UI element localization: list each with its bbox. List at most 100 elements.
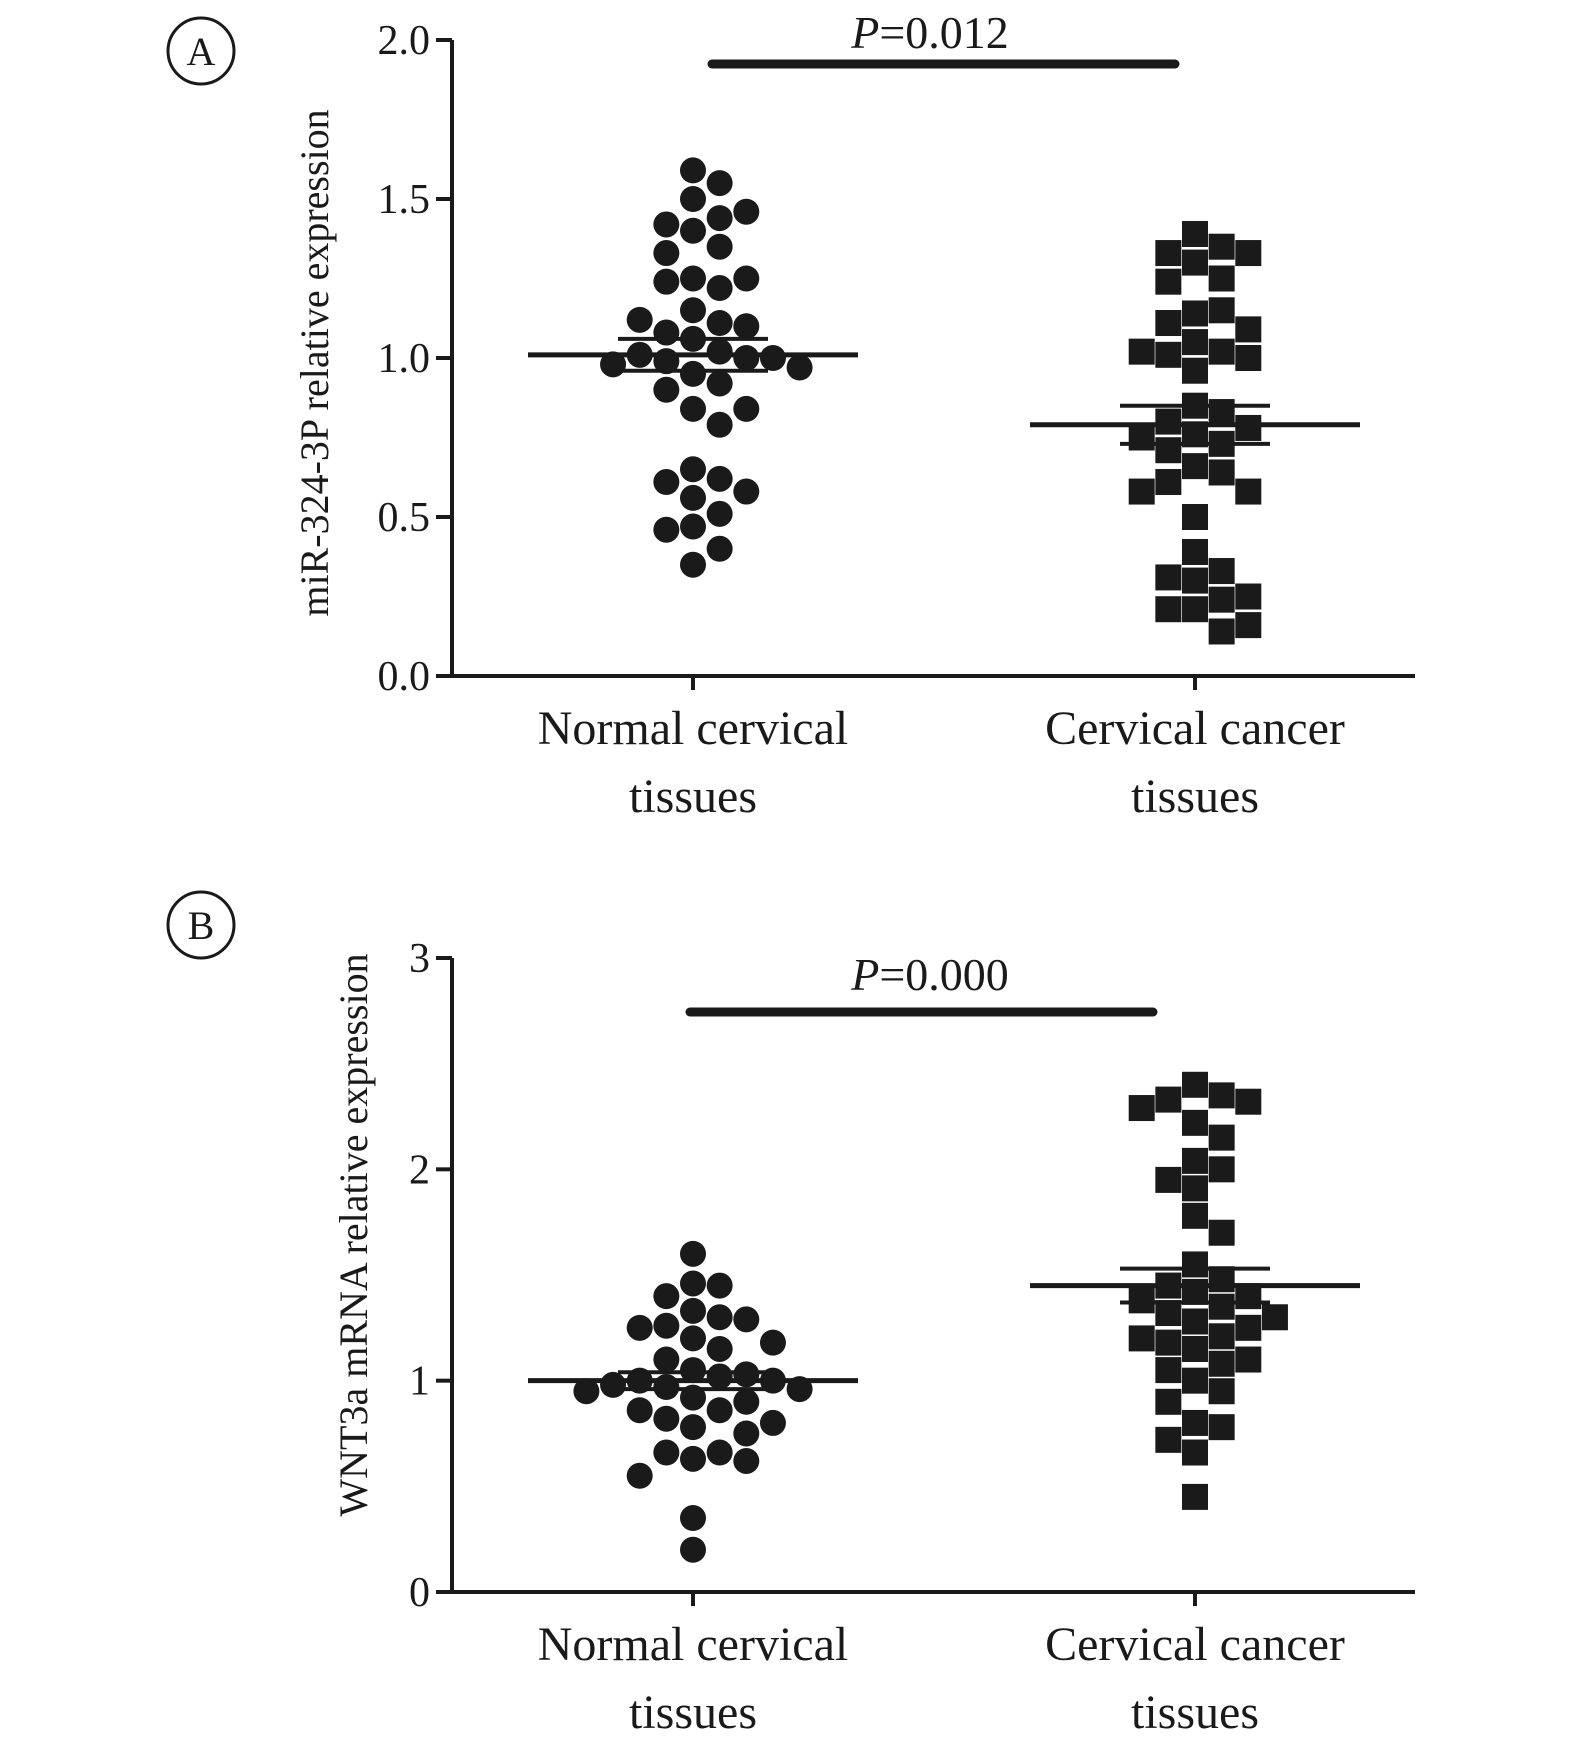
data-point bbox=[733, 345, 760, 371]
data-point bbox=[680, 1325, 706, 1352]
data-point bbox=[573, 1378, 600, 1405]
data-point bbox=[1155, 1329, 1182, 1356]
data-point bbox=[733, 395, 760, 422]
data-point bbox=[1208, 233, 1235, 260]
data-point bbox=[1182, 538, 1208, 565]
data-point bbox=[1182, 1335, 1208, 1362]
x-category-label-line2: tissues bbox=[629, 1686, 757, 1739]
data-point bbox=[1155, 240, 1182, 267]
p-value-symbol: P bbox=[850, 7, 879, 58]
data-point bbox=[680, 513, 706, 540]
data-point bbox=[706, 411, 733, 438]
data-point bbox=[1208, 1219, 1235, 1246]
data-point bbox=[733, 1361, 760, 1388]
data-point bbox=[733, 1447, 760, 1474]
data-point bbox=[626, 1462, 653, 1489]
data-point bbox=[653, 1439, 680, 1466]
data-point bbox=[653, 1312, 680, 1339]
data-point bbox=[680, 484, 706, 511]
panel-letter-circle bbox=[166, 890, 236, 960]
y-axis-label: miR-324-3P relative expression bbox=[292, 109, 337, 616]
data-point bbox=[1235, 414, 1262, 441]
data-point bbox=[1182, 453, 1208, 480]
data-point bbox=[1208, 1378, 1235, 1405]
data-point bbox=[759, 1409, 786, 1436]
data-point bbox=[706, 500, 733, 527]
panel-b: B WNT3a mRNA relative expression P=0.000… bbox=[166, 890, 1415, 1739]
data-point bbox=[653, 211, 680, 238]
data-point bbox=[706, 465, 733, 492]
data-point bbox=[759, 1329, 786, 1356]
data-point bbox=[653, 319, 680, 346]
data-point bbox=[1208, 1124, 1235, 1151]
data-point bbox=[680, 456, 706, 483]
data-point bbox=[1208, 586, 1235, 613]
p-value-label: P=0.000 bbox=[850, 949, 1009, 1000]
x-ticks bbox=[691, 676, 1197, 690]
data-point bbox=[1182, 1109, 1208, 1136]
y-tick-label: 0.0 bbox=[378, 654, 431, 700]
data-point bbox=[680, 1240, 706, 1267]
panel-letter: A bbox=[187, 29, 216, 74]
data-point bbox=[680, 395, 706, 422]
data-point bbox=[706, 1397, 733, 1424]
data-point bbox=[1182, 596, 1208, 623]
p-value-number: =0.012 bbox=[879, 7, 1008, 58]
x-category-label-line2: tissues bbox=[629, 770, 757, 823]
data-point bbox=[706, 1363, 733, 1390]
panel-letter-circle bbox=[166, 16, 236, 86]
x-category-1: Cervical cancer tissues bbox=[1045, 1618, 1345, 1739]
data-point bbox=[1235, 240, 1262, 267]
y-tick-label: 2 bbox=[409, 1147, 430, 1193]
data-point bbox=[706, 1335, 733, 1362]
y-tick-label: 1.5 bbox=[378, 177, 431, 223]
data-point bbox=[706, 1304, 733, 1331]
x-category-label-line1: Normal cervical bbox=[538, 1618, 849, 1671]
data-point bbox=[1208, 1293, 1235, 1320]
data-point bbox=[1208, 618, 1235, 645]
data-point bbox=[706, 310, 733, 337]
data-point bbox=[1155, 469, 1182, 496]
data-point bbox=[1182, 1071, 1208, 1098]
p-value-label: P=0.012 bbox=[850, 7, 1009, 58]
data-point bbox=[1235, 345, 1262, 371]
data-point bbox=[1208, 265, 1235, 292]
data-point bbox=[680, 1270, 706, 1297]
data-point bbox=[733, 1388, 760, 1415]
y-tick-label: 3 bbox=[409, 936, 430, 982]
y-ticks: 0 1 2 3 bbox=[409, 936, 452, 1616]
data-point bbox=[653, 469, 680, 496]
data-point bbox=[1208, 1350, 1235, 1377]
x-category-0: Normal cervical tissues bbox=[538, 1618, 849, 1739]
data-point bbox=[1208, 459, 1235, 486]
data-point bbox=[1128, 478, 1155, 505]
data-point bbox=[653, 1283, 680, 1310]
data-point bbox=[1235, 1346, 1262, 1373]
data-point bbox=[680, 1505, 706, 1532]
data-point bbox=[1208, 558, 1235, 585]
data-point bbox=[1155, 341, 1182, 368]
p-value-number: =0.000 bbox=[879, 949, 1008, 1000]
data-point bbox=[1155, 310, 1182, 337]
data-point bbox=[626, 1397, 653, 1424]
data-point bbox=[1235, 1088, 1262, 1115]
data-point bbox=[706, 170, 733, 197]
x-category-label-line1: Cervical cancer bbox=[1045, 1618, 1345, 1671]
data-point bbox=[1208, 338, 1235, 365]
data-point bbox=[1155, 596, 1182, 623]
data-point bbox=[1235, 478, 1262, 505]
data-point bbox=[1235, 612, 1262, 639]
data-point bbox=[1208, 399, 1235, 426]
data-point bbox=[733, 313, 760, 340]
data-point bbox=[733, 265, 760, 292]
data-point bbox=[1182, 504, 1208, 530]
data-point bbox=[680, 360, 706, 387]
data-point bbox=[680, 1414, 706, 1441]
data-point bbox=[1182, 1147, 1208, 1174]
x-category-1: Cervical cancer tissues bbox=[1045, 702, 1345, 823]
data-point bbox=[1155, 1086, 1182, 1113]
data-point bbox=[733, 198, 760, 225]
data-point bbox=[626, 1314, 653, 1341]
panel-letter: B bbox=[188, 903, 215, 948]
